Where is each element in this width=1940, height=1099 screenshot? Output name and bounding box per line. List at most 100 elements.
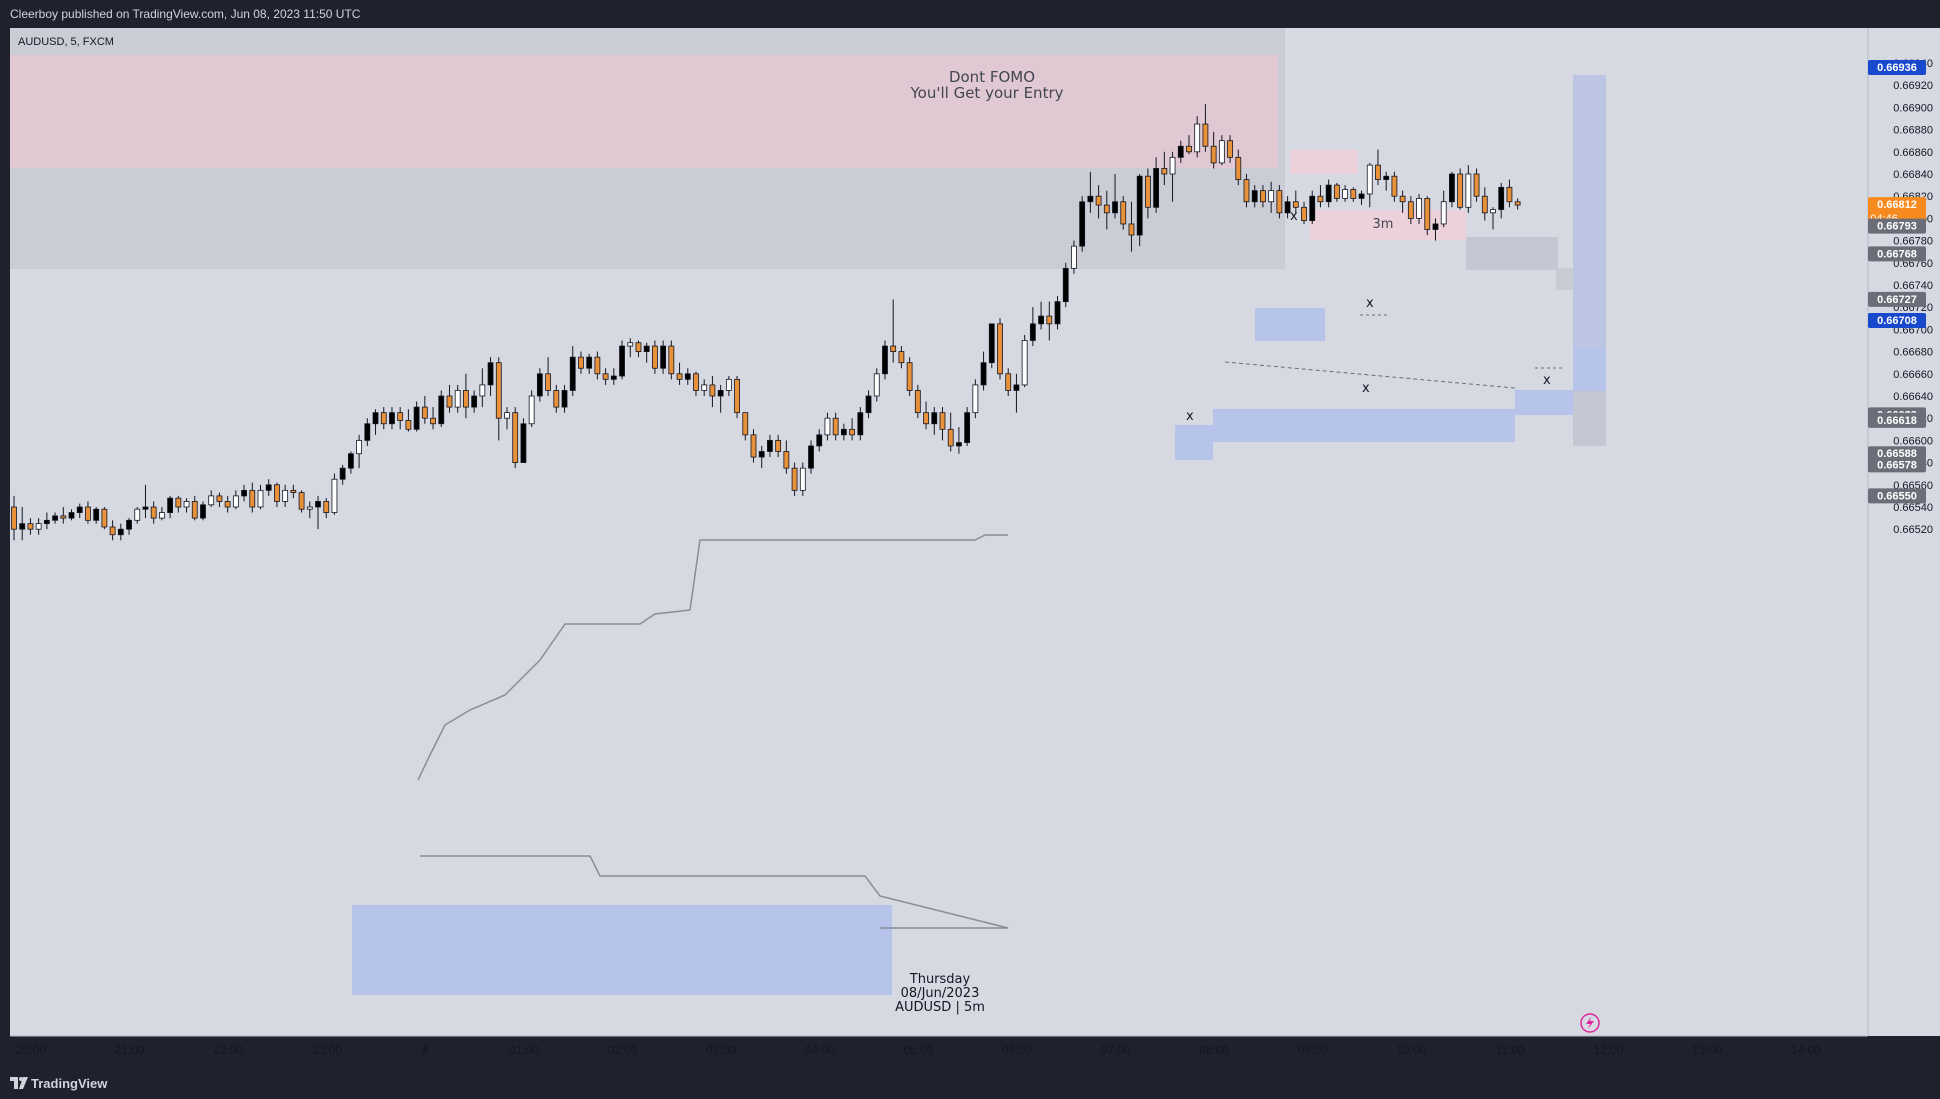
candle-body — [643, 345, 650, 352]
candle — [849, 418, 855, 441]
candle-body — [1276, 190, 1283, 214]
candle — [487, 357, 494, 396]
candle — [561, 384, 568, 413]
candle — [1005, 368, 1012, 396]
candle-body — [684, 373, 691, 380]
candle — [783, 440, 790, 474]
time-tick-label: 10:00 — [1396, 1043, 1426, 1057]
candle-body — [1095, 195, 1102, 206]
candle-body — [865, 395, 872, 414]
candle-body — [1169, 156, 1176, 175]
candle-body — [389, 412, 395, 425]
candle-body — [463, 390, 469, 408]
candle-body — [1194, 123, 1201, 153]
candle — [463, 373, 469, 419]
candle-body — [882, 345, 888, 375]
candle-body — [101, 508, 108, 528]
candle-body — [947, 428, 954, 447]
x-mark: x — [1290, 209, 1298, 224]
candle-body — [676, 373, 683, 380]
candle-body — [1062, 267, 1069, 303]
candle — [931, 407, 938, 435]
candle-body — [1128, 223, 1135, 236]
candle-body — [331, 478, 338, 513]
candle-body — [274, 484, 280, 502]
candle-body — [1498, 186, 1505, 210]
candle — [175, 495, 182, 513]
candle — [380, 407, 387, 430]
candle-body — [265, 484, 272, 491]
demand-zone-blue-2 — [1175, 425, 1213, 460]
candle-body — [1218, 140, 1225, 164]
price-badge-bg — [1868, 488, 1926, 504]
candle — [331, 473, 338, 515]
candle — [150, 501, 157, 524]
candle — [1407, 196, 1414, 224]
x-mark: x — [1366, 296, 1374, 311]
candle-body — [1399, 195, 1406, 203]
price-badges: 0.669360.6681204:460.667930.667680.66727… — [1868, 59, 1926, 504]
candle — [1432, 218, 1439, 241]
candle — [882, 340, 888, 380]
candle-body — [347, 453, 354, 469]
candle-body — [717, 390, 724, 397]
candle-body — [758, 451, 765, 458]
publish-info-text: Cleerboy published on TradingView.com, J… — [10, 7, 361, 21]
candle — [808, 440, 814, 474]
candle-body — [1342, 189, 1348, 199]
candle-body — [158, 512, 165, 519]
candle-body — [1243, 179, 1250, 203]
candle — [660, 340, 667, 374]
candle — [1498, 182, 1505, 219]
lows-level-line — [420, 855, 1009, 929]
candle-body — [725, 378, 732, 391]
candle-body — [1292, 201, 1299, 208]
candle — [27, 518, 34, 535]
candle — [964, 407, 971, 446]
candle-body — [849, 428, 855, 436]
candle-body — [956, 442, 962, 447]
candle — [134, 507, 141, 524]
candle — [914, 384, 921, 419]
candle-body — [988, 323, 995, 364]
price-badge: 0.66578 — [1868, 457, 1926, 473]
candle-body — [1473, 173, 1480, 197]
candle-body — [134, 508, 141, 521]
candle-body — [545, 373, 551, 391]
candle — [315, 495, 321, 530]
candle — [1251, 185, 1258, 208]
price-badge-text: 0.66708 — [1877, 315, 1917, 327]
candlestick-chart[interactable]: AUDUSD, 5, FXCM Dont FOMO You'll Get you… — [0, 0, 1940, 1068]
price-axis-area[interactable] — [1868, 28, 1940, 1036]
candle-body — [1268, 190, 1275, 203]
candle — [389, 407, 395, 430]
price-badge-text: 0.66812 — [1877, 199, 1917, 211]
candle-body — [372, 412, 379, 425]
candle-body — [60, 515, 67, 519]
candle-body — [339, 467, 346, 480]
candle-body — [1416, 198, 1422, 219]
price-tick-label: 0.66920 — [1893, 80, 1933, 92]
lightning-icon[interactable] — [1580, 1013, 1600, 1033]
candle-body — [873, 373, 880, 397]
candle — [1325, 179, 1332, 208]
candle — [216, 492, 223, 507]
tradingview-logo-icon — [10, 1077, 28, 1089]
candle — [939, 407, 946, 441]
demand-zone-blue-4 — [1515, 390, 1573, 415]
tradingview-logo[interactable]: TradingView — [10, 1076, 107, 1091]
candle-body — [1177, 145, 1184, 158]
candle — [545, 357, 551, 396]
candle — [158, 507, 165, 521]
candle-body — [569, 356, 576, 391]
candle-body — [421, 406, 428, 419]
candle — [1366, 162, 1373, 208]
candle — [1013, 373, 1020, 413]
candle-body — [487, 362, 494, 386]
candle — [93, 507, 100, 524]
candle-body — [1112, 201, 1118, 214]
price-badge-bg — [1868, 412, 1926, 428]
candle — [76, 503, 83, 519]
candle — [1218, 135, 1225, 166]
candle-body — [1424, 198, 1431, 230]
